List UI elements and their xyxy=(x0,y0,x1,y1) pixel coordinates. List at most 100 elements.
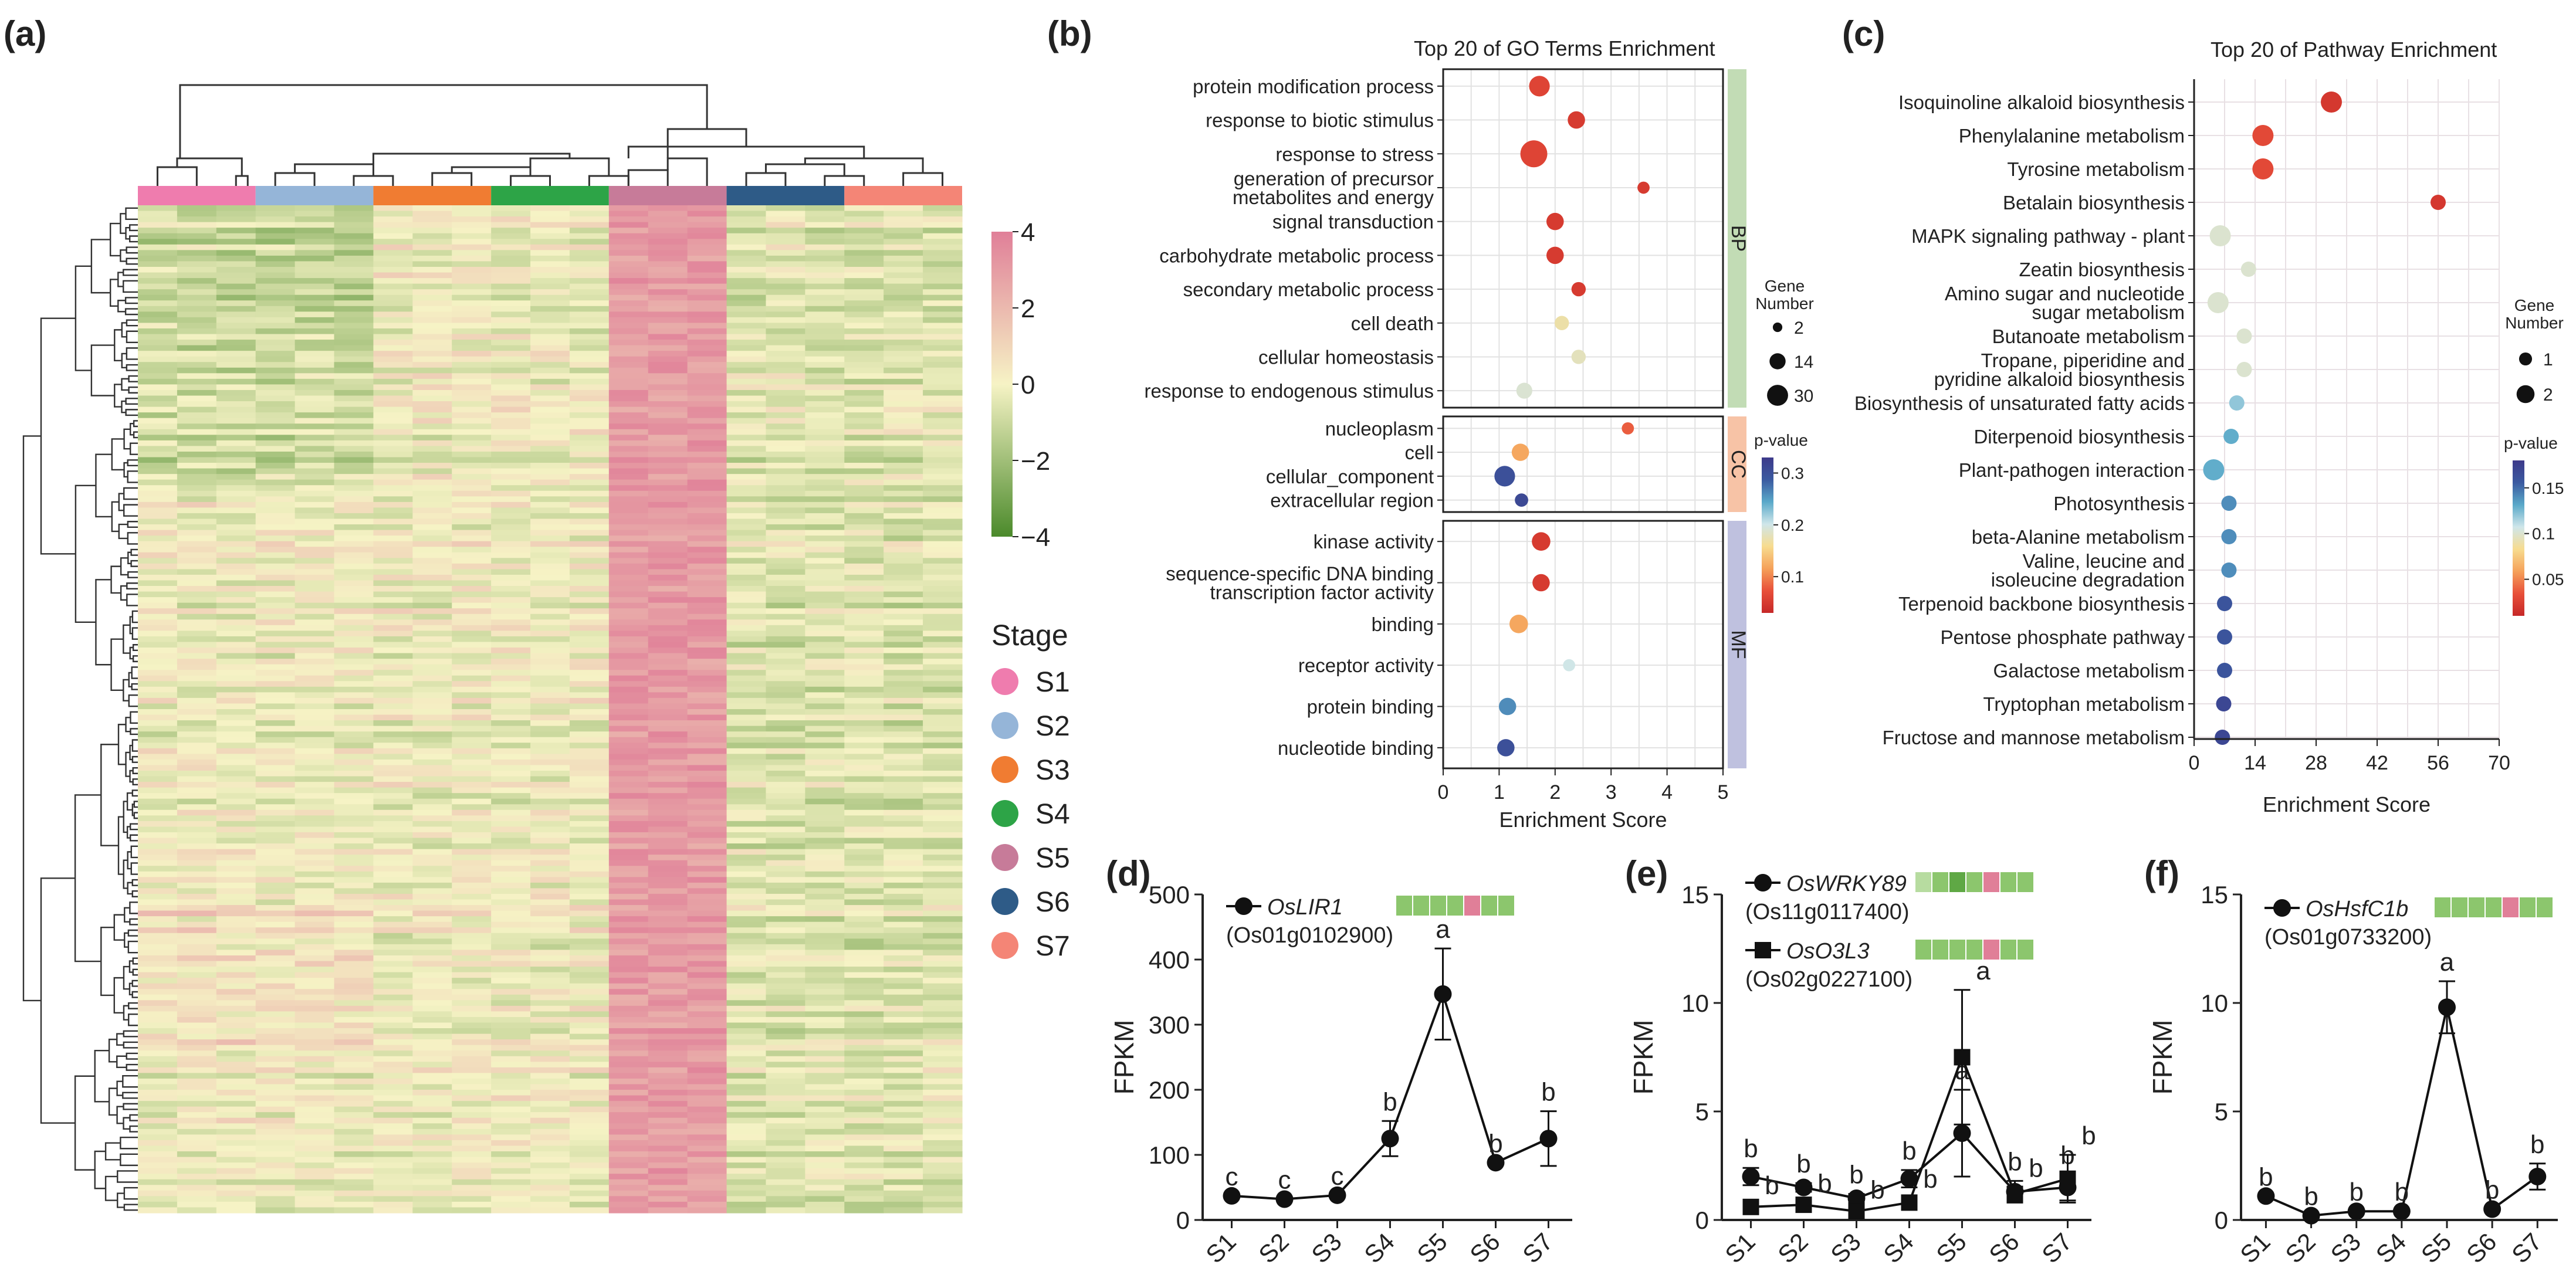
heatmap-cell xyxy=(491,670,531,676)
heatmap-cell xyxy=(766,278,805,284)
heatmap-cell xyxy=(726,378,767,385)
heatmap-cell xyxy=(295,1056,335,1062)
heatmap-cell xyxy=(687,843,727,850)
heatmap-cell xyxy=(295,989,335,995)
row-dendrogram-link xyxy=(120,585,127,601)
heatmap-cell xyxy=(491,927,531,934)
heatmap-cell xyxy=(687,569,727,575)
heatmap-cell xyxy=(923,389,963,396)
heatmap-cell xyxy=(452,765,492,771)
heatmap-cell xyxy=(726,395,767,402)
heatmap-cell xyxy=(608,950,649,956)
heatmap-cell xyxy=(452,501,492,508)
heatmap-cell xyxy=(569,228,610,234)
heatmap-cell xyxy=(452,367,492,374)
heatmap-cell xyxy=(530,675,570,682)
heatmap-cell xyxy=(138,860,178,866)
heatmap-cell xyxy=(648,888,688,894)
heatmap-cell xyxy=(491,821,531,828)
heatmap-cell xyxy=(373,255,413,262)
heatmap-cell xyxy=(491,351,531,357)
heatmap-cell xyxy=(334,664,374,670)
heatmap-cell xyxy=(373,389,413,396)
heatmap-cell xyxy=(530,356,570,362)
heatmap-cell xyxy=(923,1123,963,1130)
heatmap-cell xyxy=(923,804,963,811)
heatmap-cell xyxy=(216,967,256,973)
term-label-line: Terpenoid backbone biosynthesis xyxy=(1898,593,2185,615)
heatmap-cell xyxy=(884,843,923,850)
heatmap-cell xyxy=(569,631,610,637)
heatmap-cell xyxy=(177,1179,217,1185)
heatmap-cell xyxy=(923,1033,963,1040)
heatmap-cell xyxy=(884,1128,923,1135)
heatmap-cell xyxy=(334,345,374,351)
heatmap-cell xyxy=(884,266,923,273)
heatmap-cell xyxy=(608,1033,649,1040)
heatmap-cell xyxy=(452,378,492,385)
heatmap-cell xyxy=(569,1123,610,1130)
heatmap-cell xyxy=(255,737,296,743)
heatmap-cell xyxy=(608,1067,649,1073)
heatmap-cell xyxy=(766,967,805,973)
heatmap-cell xyxy=(569,748,610,754)
heatmap-cell xyxy=(255,1067,296,1073)
heatmap-cell xyxy=(805,244,845,250)
heatmap-cell xyxy=(216,877,256,883)
heatmap-cell xyxy=(452,356,492,362)
heatmap-cell xyxy=(295,686,335,693)
significance-letter: c xyxy=(1331,1162,1344,1191)
heatmap-cell xyxy=(805,1157,845,1163)
heatmap-cell xyxy=(491,468,531,474)
heatmap-cell xyxy=(334,496,374,503)
heatmap-cell xyxy=(569,239,610,245)
heatmap-cell xyxy=(884,255,923,262)
heatmap-cell xyxy=(884,648,923,654)
color-legend-tick-label: 0.15 xyxy=(2532,479,2564,497)
heatmap-cell xyxy=(452,994,492,1001)
heatmap-cell xyxy=(805,916,845,923)
heatmap-cell xyxy=(295,664,335,670)
heatmap-cell xyxy=(530,737,570,743)
heatmap-cell xyxy=(216,759,256,766)
heatmap-cell xyxy=(177,289,217,296)
heatmap-cell xyxy=(373,423,413,430)
term-label-line: Photosynthesis xyxy=(2053,493,2185,514)
heatmap-cell xyxy=(726,211,767,217)
heatmap-cell xyxy=(608,362,649,368)
heatmap-cell xyxy=(805,1045,845,1051)
heatmap-cell xyxy=(177,435,217,441)
heatmap-cell xyxy=(491,1056,531,1062)
stage-bar-S1 xyxy=(138,186,256,205)
heatmap-cell xyxy=(295,983,335,989)
heatmap-cell xyxy=(726,709,767,716)
heatmap-cell xyxy=(648,748,688,754)
heatmap-cell xyxy=(648,1078,688,1085)
heatmap-cell xyxy=(334,311,374,318)
heatmap-cell xyxy=(726,513,767,520)
heatmap-cell xyxy=(726,563,767,570)
heatmap-cell xyxy=(923,877,963,883)
heatmap-cell xyxy=(255,1033,296,1040)
heatmap-cell xyxy=(177,1190,217,1197)
heatmap-cell xyxy=(766,272,805,279)
heatmap-cell xyxy=(177,681,217,687)
heatmap-cell xyxy=(923,1151,963,1158)
heatmap-cell xyxy=(255,250,296,256)
heatmap-cell xyxy=(334,580,374,587)
heatmap-cell xyxy=(923,681,963,687)
heatmap-cell xyxy=(295,524,335,531)
heatmap-cell xyxy=(766,1016,805,1023)
heatmap-cell xyxy=(295,714,335,721)
heatmap-cell xyxy=(373,373,413,379)
heatmap-cell xyxy=(687,233,727,239)
heatmap-cell xyxy=(766,1090,805,1096)
heatmap-cell xyxy=(569,697,610,704)
heatmap-cell xyxy=(255,697,296,704)
term-label: Phenylalanine metabolism xyxy=(1959,125,2185,147)
heatmap-cell xyxy=(255,631,296,637)
heatmap-cell xyxy=(138,1106,178,1113)
heatmap-cell xyxy=(648,664,688,670)
heatmap-cell xyxy=(412,547,452,553)
heatmap-cell xyxy=(412,921,452,928)
